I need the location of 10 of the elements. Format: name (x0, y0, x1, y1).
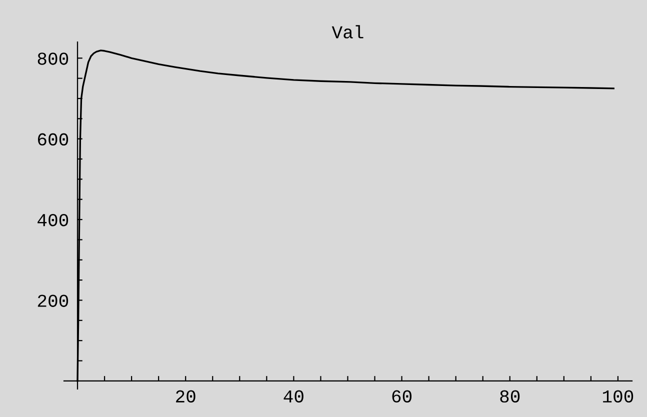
x-tick-label: 40 (284, 390, 304, 403)
y-tick-label: 800 (38, 52, 68, 65)
y-tick-label: 600 (38, 133, 68, 146)
x-tick-label: 20 (176, 390, 196, 403)
y-tick-label: 200 (38, 294, 68, 307)
y-tick-label: 400 (38, 214, 68, 226)
x-tick-label: 60 (392, 390, 412, 403)
x-tick-label: 100 (603, 390, 634, 403)
x-tick-label: 80 (500, 390, 520, 403)
chart-title: Val (332, 25, 364, 38)
